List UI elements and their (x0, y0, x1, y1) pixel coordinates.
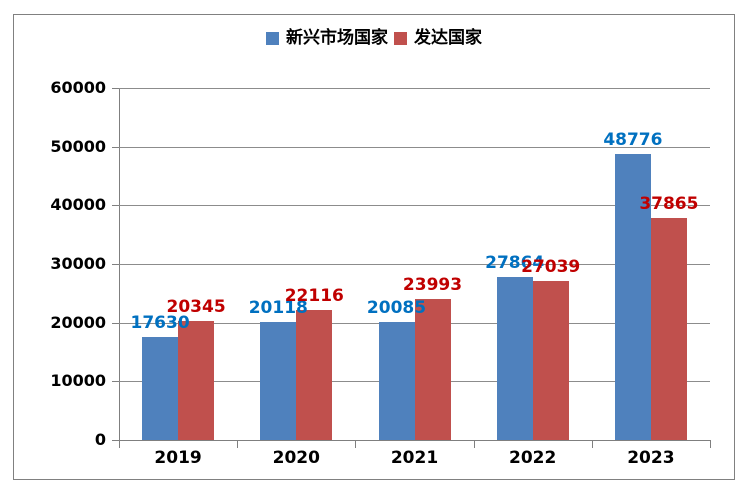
bar-data-label: 48776 (603, 129, 663, 150)
gridline (119, 88, 710, 89)
bar-data-label: 17630 (130, 312, 190, 333)
x-axis-line (119, 440, 711, 441)
bar-2020-series2[interactable] (296, 310, 333, 440)
bar-data-label: 27864 (485, 252, 545, 273)
gridline (119, 146, 710, 148)
x-axis-tick (119, 441, 120, 448)
legend-label: 新兴市场国家 (286, 28, 388, 48)
bar-data-label: 22116 (284, 286, 344, 307)
y-axis-tick (112, 322, 119, 324)
x-tick-label-2021: 2021 (390, 448, 439, 468)
x-axis-tick (710, 441, 711, 448)
legend-swatch-icon (266, 32, 279, 45)
bar-2022-series1[interactable] (496, 276, 533, 440)
x-axis-tick (473, 441, 475, 448)
gridline (119, 205, 710, 207)
gridline (119, 264, 710, 265)
legend: 新兴市场国家 发达国家 (0, 30, 748, 47)
x-axis-tick (355, 441, 357, 448)
x-tick-label-2020: 2020 (272, 448, 320, 468)
bar-data-label: 27039 (521, 257, 581, 278)
bar-data-label: 37865 (639, 193, 699, 214)
bar-2022-series2[interactable] (532, 281, 569, 440)
x-tick-label-2019: 2019 (154, 448, 202, 468)
bar-data-label: 20345 (166, 296, 226, 317)
y-tick-label: 0 (94, 430, 106, 449)
y-tick-label: 50000 (50, 136, 106, 156)
bar-2021-series2[interactable] (414, 299, 451, 440)
y-tick-label: 10000 (50, 371, 106, 391)
legend-item-0[interactable]: 新兴市场国家 (266, 30, 388, 47)
x-axis-tick (591, 441, 593, 448)
x-tick-label-2023: 2023 (627, 448, 675, 468)
legend-swatch-icon (394, 32, 407, 45)
bar-2019-series2[interactable] (178, 320, 215, 440)
y-axis-tick (112, 264, 119, 265)
y-tick-label: 40000 (50, 195, 106, 215)
bar-data-label: 23993 (402, 275, 463, 296)
bar-2021-series1[interactable] (378, 322, 415, 440)
y-axis-tick (112, 381, 119, 383)
y-tick-label: 20000 (50, 312, 106, 332)
plot-area: 17630 20345 20118 22116 20085 23993 27864 27039… (119, 88, 710, 440)
bar-2023-series1[interactable] (614, 153, 651, 440)
y-axis-tick (112, 146, 119, 148)
bar-data-label: 20118 (248, 297, 308, 318)
bar-2019-series1[interactable] (142, 336, 179, 440)
bar-2023-series2[interactable] (650, 217, 687, 440)
y-axis-tick (112, 88, 119, 89)
y-axis-tick (112, 440, 119, 441)
legend-item-1[interactable]: 发达国家 (394, 30, 482, 47)
legend-label: 发达国家 (414, 28, 482, 48)
bar-data-label: 20085 (366, 298, 427, 319)
x-axis-tick (237, 441, 239, 448)
y-axis-tick (112, 205, 119, 207)
bar-2020-series1[interactable] (260, 321, 297, 440)
y-tick-label: 30000 (50, 254, 106, 273)
y-tick-label: 60000 (50, 78, 106, 97)
x-tick-label-2022: 2022 (509, 448, 557, 468)
